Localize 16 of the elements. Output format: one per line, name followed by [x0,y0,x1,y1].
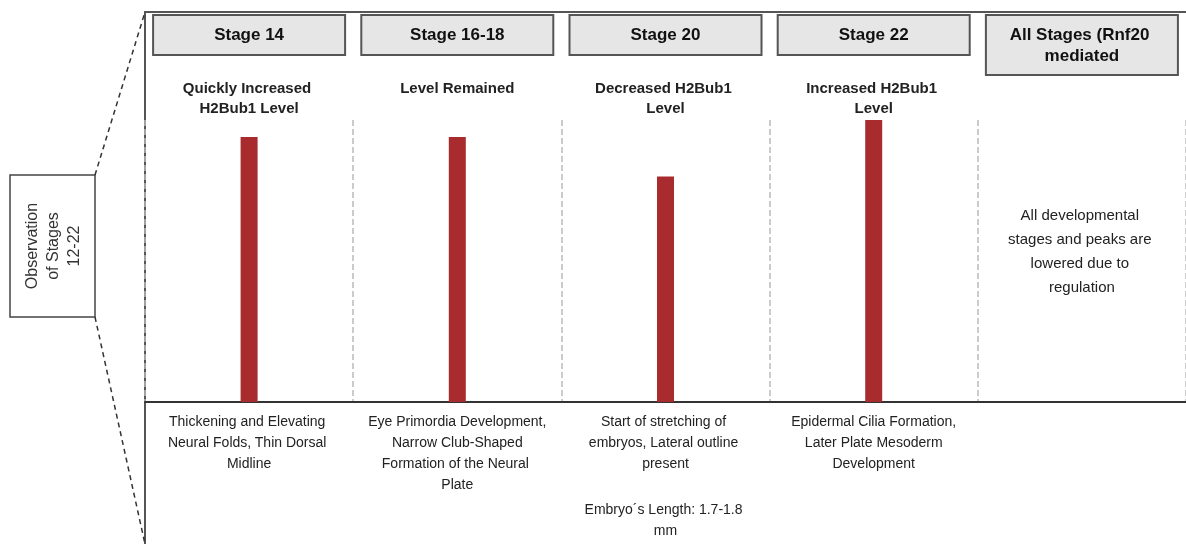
text: Embryo´s Length: 1.7-1.8 mm [584,500,747,538]
text: Epidermal Cilia Formation, Later Plate Mesoderm Development [791,412,957,471]
text: Observation of Stages 12-22 [22,202,82,290]
text: Increased H2Bub1 Level [806,78,942,116]
x-tick-label: All Stages (Rnf20 mediated [1009,25,1155,65]
text: Start of stretching of embryos, Lateral outline present [588,412,743,471]
x-tick-label: Stage 20 [630,25,701,44]
x-tick-label: Stage 14 [214,25,285,44]
text: Quickly Increased H2Bub1 Level [182,78,316,116]
text: Decreased H2Bub1 Level [595,78,736,116]
text: Eye Primordia Development, Narrow Club-Shaped Formation of the Neural Plate [368,412,547,492]
x-tick-label: Stage 16-18 [410,25,505,44]
annotation: All developmental stages and peaks are lowered due to regulation [1008,205,1156,295]
text: Level Remained [400,78,515,96]
x-tick-label: Stage 22 [838,25,909,44]
text: Thickening and Elevating Neural Folds, Thin Dorsal Midline [167,412,331,471]
